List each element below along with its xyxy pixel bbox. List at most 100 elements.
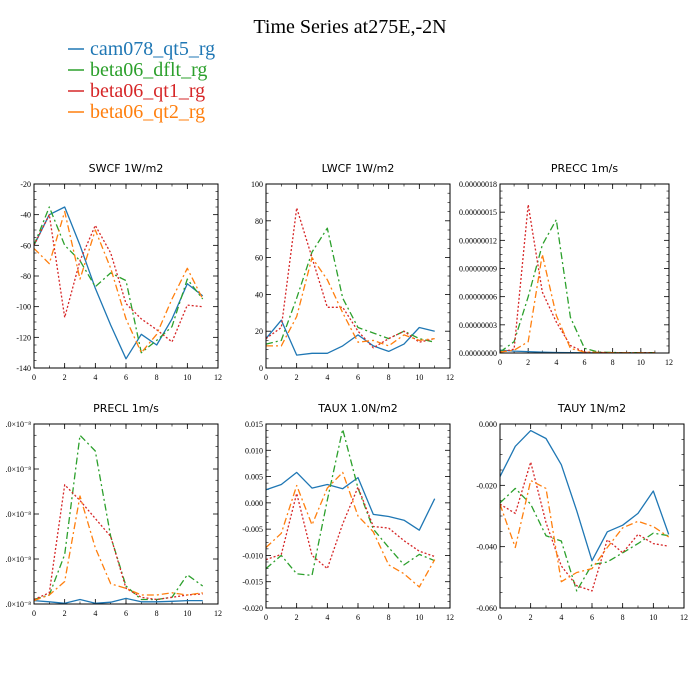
series-line xyxy=(499,479,670,583)
plot-frame xyxy=(265,423,451,609)
x-tick-label: 2 xyxy=(526,358,530,367)
series-line xyxy=(33,206,204,360)
legend-entry: beta06_qt2_rg xyxy=(90,101,205,123)
x-tick-label: 2 xyxy=(63,373,67,382)
x-tick-label: 6 xyxy=(583,358,587,367)
x-tick-label: 10 xyxy=(415,613,423,622)
y-tick-label: -0.060 xyxy=(476,604,497,613)
y-tick-label: .0×10⁻⁸ xyxy=(5,510,31,519)
series-line xyxy=(499,204,655,354)
panel-title: TAUY 1N/m2 xyxy=(557,402,626,415)
x-tick-label: 4 xyxy=(559,613,563,622)
panel-title: LWCF 1W/m2 xyxy=(322,162,395,175)
x-tick-label: 0 xyxy=(32,609,36,618)
panel-title: PRECL 1m/s xyxy=(93,402,159,415)
y-tick-label: 0.00000012 xyxy=(459,236,497,245)
series-line xyxy=(33,210,204,354)
x-tick-label: 4 xyxy=(554,358,558,367)
series-line xyxy=(33,434,204,601)
legend: cam078_qt5_rgbeta06_dflt_rgbeta06_qt1_rg… xyxy=(68,38,215,123)
y-tick-label: -0.040 xyxy=(476,543,497,552)
legend-entry: cam078_qt5_rg xyxy=(90,38,215,60)
y-tick-label: -20 xyxy=(20,180,31,189)
x-tick-label: 4 xyxy=(93,373,97,382)
chart-panels: SWCF 1W/m2 0 2 4 6 8 10 12 -20 -40 -60 -80 -100 -120 -… xyxy=(5,162,688,622)
y-tick-label: -80 xyxy=(20,272,31,281)
panel-title: TAUX 1.0N/m2 xyxy=(317,402,398,415)
x-tick-label: 12 xyxy=(214,609,222,618)
x-tick-label: 12 xyxy=(214,373,222,382)
y-tick-label: .0×10⁻⁸ xyxy=(5,465,31,474)
plot-frame xyxy=(499,183,670,354)
series-line xyxy=(499,429,670,562)
x-tick-label: 10 xyxy=(415,373,423,382)
y-tick-label: 0.005 xyxy=(245,473,263,482)
x-tick-label: 2 xyxy=(295,613,299,622)
y-tick-label: -100 xyxy=(16,303,31,312)
x-tick-label: 4 xyxy=(325,613,329,622)
legend-entry: beta06_qt1_rg xyxy=(90,80,205,102)
plot-frame xyxy=(33,423,219,605)
x-tick-label: 2 xyxy=(295,373,299,382)
series-line xyxy=(265,428,435,577)
y-tick-label: 0.00000003 xyxy=(459,321,497,330)
y-tick-label: -60 xyxy=(20,241,31,250)
y-tick-label: -0.010 xyxy=(242,551,263,560)
y-tick-label: 80 xyxy=(255,217,263,226)
series-line xyxy=(33,214,203,343)
x-tick-label: 6 xyxy=(356,373,360,382)
plot-frame xyxy=(499,423,685,609)
y-tick-label: 0.00000015 xyxy=(459,208,497,217)
y-tick-label: .0×10⁻⁸ xyxy=(5,420,31,429)
series-line xyxy=(499,219,655,354)
x-tick-label: 6 xyxy=(124,609,128,618)
x-tick-label: 4 xyxy=(93,609,97,618)
x-tick-label: 0 xyxy=(32,373,36,382)
x-tick-label: 6 xyxy=(124,373,128,382)
y-tick-label: 0.000 xyxy=(245,499,263,508)
y-tick-label: 0.000 xyxy=(479,420,497,429)
y-tick-label: 0.00000009 xyxy=(459,265,497,274)
series-line xyxy=(265,319,435,356)
y-tick-label: -140 xyxy=(16,364,31,373)
panel-title: PRECC 1m/s xyxy=(551,162,619,175)
series-line xyxy=(266,256,435,347)
chart-panel: TAUX 1.0N/m2 0 2 4 6 8 10 12 0.015 0.010 0.005 0.00… xyxy=(242,402,454,622)
x-tick-label: 12 xyxy=(446,613,454,622)
series-line xyxy=(499,253,655,354)
x-tick-label: 10 xyxy=(637,358,645,367)
chart-panel: PRECL 1m/s 0 2 4 6 8 10 12 .0×10⁻⁸ .0×10⁻⁸ .0×10⁻⁸… xyxy=(5,402,222,618)
legend-entry: beta06_dflt_rg xyxy=(90,59,207,81)
y-tick-label: -0.015 xyxy=(242,578,263,587)
y-tick-label: 60 xyxy=(255,254,263,263)
x-tick-label: 2 xyxy=(529,613,533,622)
chart-panel: PRECC 1m/s 0 2 4 6 8 10 12 0.00000018 0.00000015 0… xyxy=(459,162,673,367)
x-tick-label: 0 xyxy=(498,613,502,622)
x-tick-label: 10 xyxy=(183,373,191,382)
y-tick-label: -0.005 xyxy=(242,525,263,534)
x-tick-label: 10 xyxy=(183,609,191,618)
chart-panel: TAUY 1N/m2 0 2 4 6 8 10 12 0.000 -0.020 -0.040 -0.0… xyxy=(476,402,688,622)
x-tick-label: 8 xyxy=(155,609,159,618)
x-tick-label: 8 xyxy=(387,373,391,382)
y-tick-label: -120 xyxy=(16,333,31,342)
y-tick-label: .0×10⁻⁸ xyxy=(5,555,31,564)
series-line xyxy=(499,461,669,592)
x-tick-label: 0 xyxy=(264,613,268,622)
x-tick-label: 6 xyxy=(590,613,594,622)
x-tick-label: 8 xyxy=(155,373,159,382)
x-tick-label: 6 xyxy=(356,613,360,622)
chart-panel: LWCF 1W/m2 0 2 4 6 8 10 12 100 80 60 40 20 0 xyxy=(251,162,454,382)
y-tick-label: 0 xyxy=(259,364,263,373)
x-tick-label: 4 xyxy=(325,373,329,382)
y-tick-label: 0.00000018 xyxy=(459,180,497,189)
plot-frame xyxy=(33,183,219,369)
series-line xyxy=(265,471,436,531)
x-tick-label: 12 xyxy=(446,373,454,382)
series-line xyxy=(33,495,203,602)
y-tick-label: 40 xyxy=(255,290,263,299)
series-line xyxy=(33,206,204,354)
y-tick-label: 0.00000006 xyxy=(459,293,497,302)
x-tick-label: 8 xyxy=(621,613,625,622)
